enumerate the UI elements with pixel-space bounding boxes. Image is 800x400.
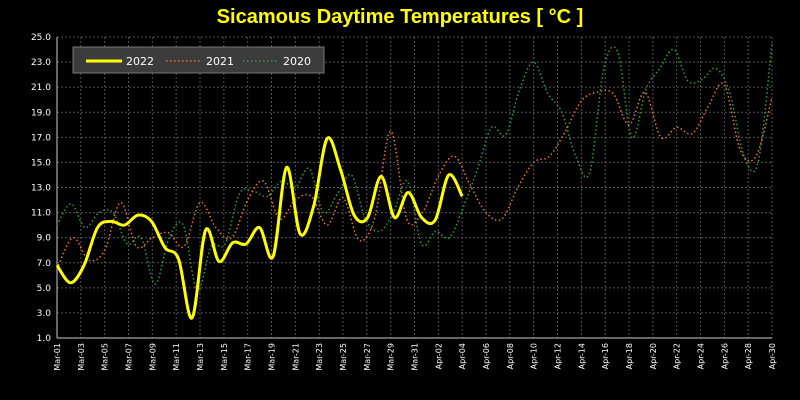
- series-line-2022: [55, 136, 464, 320]
- x-tick-label: Apr-16: [601, 343, 610, 369]
- chart-title: Sicamous Daytime Temperatures [ °C ]: [216, 6, 584, 28]
- y-tick-label: 15.0: [31, 158, 51, 168]
- y-tick-label: 19.0: [31, 108, 51, 118]
- x-tick-label: Mar-23: [315, 343, 324, 371]
- series-lines: [55, 43, 773, 320]
- x-tick-label: Mar-13: [196, 343, 205, 371]
- x-tick-label: Apr-06: [482, 343, 491, 369]
- legend: 2022 2021 2020: [72, 46, 325, 74]
- x-tick-label: Apr-30: [768, 343, 777, 369]
- x-tick-label: Apr-26: [720, 343, 729, 369]
- y-tick-label: 3.0: [37, 309, 52, 319]
- legend-label-2022: 2022: [126, 55, 154, 68]
- x-tick-label: Apr-02: [434, 343, 443, 369]
- x-tick-label: Mar-01: [53, 343, 62, 371]
- series-line-2021: [56, 82, 773, 270]
- x-tick-label: Apr-12: [554, 343, 563, 369]
- x-tick-label: Mar-05: [101, 343, 110, 371]
- y-tick-label: 7.0: [37, 259, 52, 269]
- y-tick-label: 5.0: [37, 284, 52, 294]
- x-tick-label: Mar-03: [77, 343, 86, 371]
- x-tick-label: Apr-20: [649, 343, 658, 369]
- y-tick-label: 9.0: [37, 234, 52, 244]
- x-tick-label: Apr-08: [506, 343, 515, 369]
- y-tick-label: 13.0: [31, 184, 51, 194]
- legend-label-2021: 2021: [206, 55, 234, 68]
- y-tick-label: 21.0: [31, 83, 51, 93]
- series-line-2020: [56, 43, 773, 292]
- x-tick-label: Apr-14: [577, 343, 586, 369]
- x-tick-label: Mar-29: [387, 343, 396, 371]
- x-tick-label: Mar-17: [244, 343, 253, 371]
- x-tick-label: Apr-10: [530, 343, 539, 369]
- x-tick-label: Mar-27: [363, 343, 372, 371]
- y-tick-label: 11.0: [31, 209, 51, 219]
- x-tick-label: Apr-22: [673, 343, 682, 369]
- x-tick-label: Apr-18: [625, 343, 634, 369]
- y-tick-label: 23.0: [31, 58, 51, 68]
- y-tick-label: 17.0: [31, 133, 51, 143]
- x-tick-label: Mar-21: [291, 343, 300, 371]
- x-tick-label: Apr-28: [744, 343, 753, 369]
- y-tick-label: 25.0: [31, 33, 51, 43]
- x-tick-label: Mar-07: [125, 343, 134, 371]
- x-tick-label: Mar-25: [339, 343, 348, 371]
- x-tick-label: Mar-11: [172, 343, 181, 371]
- legend-label-2020: 2020: [283, 55, 311, 68]
- gridlines: [56, 36, 773, 339]
- axes: 1.0 3.0 5.0 7.0 9.0 11.0 13.0 15.0 17.0 19.0 21.0 2…: [31, 33, 777, 371]
- x-tick-label: Apr-24: [697, 343, 706, 369]
- x-tick-label: Mar-31: [411, 343, 420, 371]
- x-tick-label: Mar-19: [268, 343, 277, 371]
- y-tick-label: 1.0: [37, 334, 52, 344]
- x-tick-label: Mar-09: [148, 343, 157, 371]
- x-tick-label: Mar-15: [220, 343, 229, 371]
- x-tick-label: Apr-04: [458, 343, 467, 369]
